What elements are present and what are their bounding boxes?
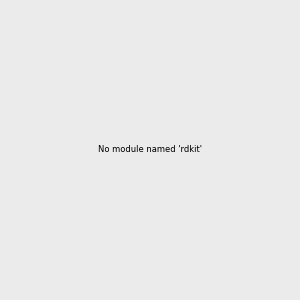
- Text: No module named 'rdkit': No module named 'rdkit': [98, 146, 202, 154]
